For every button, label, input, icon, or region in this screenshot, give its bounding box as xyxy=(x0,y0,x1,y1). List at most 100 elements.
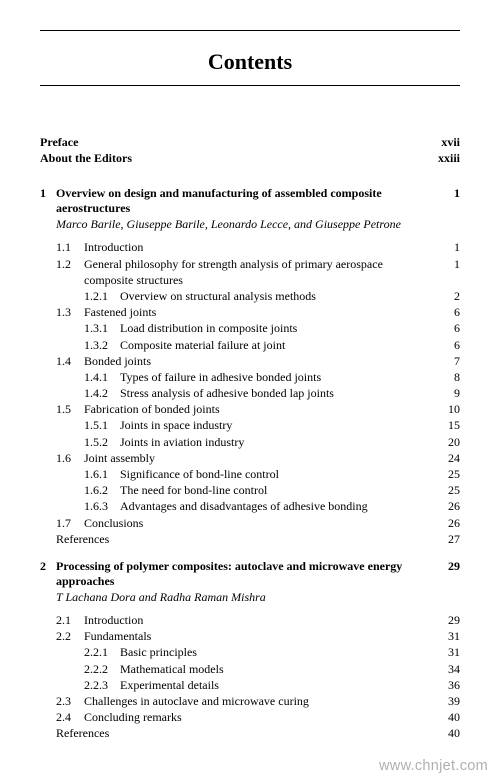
section-number: 1.1 xyxy=(56,239,84,255)
subsection-row: 1.6.2The need for bond-line control25 xyxy=(84,482,460,498)
page-title: Contents xyxy=(40,49,460,75)
section-number: 2.3 xyxy=(56,693,84,709)
subsection-title: Significance of bond-line control xyxy=(120,466,434,482)
section-title: Concluding remarks xyxy=(84,709,434,725)
front-row: About the Editors xxiii xyxy=(40,150,460,166)
references-label: References xyxy=(56,725,434,741)
subsection-row: 1.5.1Joints in space industry15 xyxy=(84,417,460,433)
chapter-page: 1 xyxy=(430,186,460,216)
subsection-row: 1.3.1Load distribution in composite join… xyxy=(84,320,460,336)
subsection-number: 1.4.1 xyxy=(84,369,120,385)
subsection-page: 8 xyxy=(434,369,460,385)
section-title: Fundamentals xyxy=(84,628,434,644)
chapter-title: Processing of polymer composites: autocl… xyxy=(56,559,430,589)
section-title: Conclusions xyxy=(84,515,434,531)
subsection-page: 26 xyxy=(434,498,460,514)
subsection-row: 2.2.3Experimental details36 xyxy=(84,677,460,693)
subsection-title: Types of failure in adhesive bonded join… xyxy=(120,369,434,385)
subsection-row: 2.2.2Mathematical models34 xyxy=(84,661,460,677)
section-page: 10 xyxy=(434,401,460,417)
section-row: 1.3Fastened joints6 xyxy=(56,304,460,320)
section-number: 1.5 xyxy=(56,401,84,417)
section-page: 31 xyxy=(434,628,460,644)
section-row: 2.2Fundamentals31 xyxy=(56,628,460,644)
section-page: 26 xyxy=(434,515,460,531)
subsection-title: Composite material failure at joint xyxy=(120,337,434,353)
chapter-authors: Marco Barile, Giuseppe Barile, Leonardo … xyxy=(56,217,460,232)
subsection-row: 1.6.1Significance of bond-line control25 xyxy=(84,466,460,482)
section-title: Joint assembly xyxy=(84,450,434,466)
subsection-title: Joints in aviation industry xyxy=(120,434,434,450)
section-page: 40 xyxy=(434,709,460,725)
section-page: 24 xyxy=(434,450,460,466)
section-title: Challenges in autoclave and microwave cu… xyxy=(84,693,434,709)
subsection-page: 25 xyxy=(434,466,460,482)
section-number: 2.1 xyxy=(56,612,84,628)
section-number: 1.3 xyxy=(56,304,84,320)
references-page: 27 xyxy=(434,531,460,547)
front-label: Preface xyxy=(40,134,430,150)
subsection-page: 20 xyxy=(434,434,460,450)
chapter-number: 1 xyxy=(40,186,56,216)
section-title: Fabrication of bonded joints xyxy=(84,401,434,417)
under-title-rule xyxy=(40,85,460,86)
subsection-row: 1.6.3Advantages and disadvantages of adh… xyxy=(84,498,460,514)
section-number: 2.4 xyxy=(56,709,84,725)
section-row: 1.4Bonded joints7 xyxy=(56,353,460,369)
subsection-row: 1.3.2Composite material failure at joint… xyxy=(84,337,460,353)
section-title: Introduction xyxy=(84,239,434,255)
subsection-row: 2.2.1Basic principles31 xyxy=(84,644,460,660)
front-label: About the Editors xyxy=(40,150,430,166)
references-label: References xyxy=(56,531,434,547)
section-page: 1 xyxy=(434,256,460,288)
subsection-title: Basic principles xyxy=(120,644,434,660)
subsection-title: Load distribution in composite joints xyxy=(120,320,434,336)
section-number: 1.2 xyxy=(56,256,84,288)
section-page: 1 xyxy=(434,239,460,255)
section-row: 2.3Challenges in autoclave and microwave… xyxy=(56,693,460,709)
section-number: 1.7 xyxy=(56,515,84,531)
subsection-page: 15 xyxy=(434,417,460,433)
section-row: 1.1Introduction1 xyxy=(56,239,460,255)
section-row: 2.1Introduction29 xyxy=(56,612,460,628)
subsection-title: Advantages and disadvantages of adhesive… xyxy=(120,498,434,514)
subsection-title: Mathematical models xyxy=(120,661,434,677)
subsection-title: Stress analysis of adhesive bonded lap j… xyxy=(120,385,434,401)
subsection-page: 25 xyxy=(434,482,460,498)
references-page: 40 xyxy=(434,725,460,741)
subsection-title: Overview on structural analysis methods xyxy=(120,288,434,304)
subsection-page: 36 xyxy=(434,677,460,693)
section-title: Introduction xyxy=(84,612,434,628)
subsection-page: 31 xyxy=(434,644,460,660)
section-row: 1.6Joint assembly24 xyxy=(56,450,460,466)
chapter-authors: T Lachana Dora and Radha Raman Mishra xyxy=(56,590,460,605)
subsection-row: 1.2.1Overview on structural analysis met… xyxy=(84,288,460,304)
chapter-title: Overview on design and manufacturing of … xyxy=(56,186,430,216)
section-page: 7 xyxy=(434,353,460,369)
front-matter: Preface xvii About the Editors xxiii xyxy=(40,134,460,166)
front-row: Preface xvii xyxy=(40,134,460,150)
subsection-page: 34 xyxy=(434,661,460,677)
subsection-row: 1.4.2Stress analysis of adhesive bonded … xyxy=(84,385,460,401)
subsection-number: 1.3.1 xyxy=(84,320,120,336)
subsection-row: 1.5.2Joints in aviation industry20 xyxy=(84,434,460,450)
chapter-heading: 1Overview on design and manufacturing of… xyxy=(40,186,460,216)
subsection-number: 1.5.1 xyxy=(84,417,120,433)
subsection-number: 2.2.3 xyxy=(84,677,120,693)
front-page: xxiii xyxy=(430,150,460,166)
section-page: 29 xyxy=(434,612,460,628)
section-page: 6 xyxy=(434,304,460,320)
references-row: References40 xyxy=(56,725,460,741)
subsection-title: Joints in space industry xyxy=(120,417,434,433)
chapter-block: 1Overview on design and manufacturing of… xyxy=(40,186,460,547)
subsection-row: 1.4.1Types of failure in adhesive bonded… xyxy=(84,369,460,385)
subsection-title: The need for bond-line control xyxy=(120,482,434,498)
section-number: 1.4 xyxy=(56,353,84,369)
top-rule xyxy=(40,30,460,31)
front-page: xvii xyxy=(430,134,460,150)
subsection-page: 2 xyxy=(434,288,460,304)
subsection-number: 1.3.2 xyxy=(84,337,120,353)
section-row: 1.2General philosophy for strength analy… xyxy=(56,256,460,288)
subsection-number: 1.6.3 xyxy=(84,498,120,514)
page: Contents Preface xvii About the Editors … xyxy=(0,0,500,761)
